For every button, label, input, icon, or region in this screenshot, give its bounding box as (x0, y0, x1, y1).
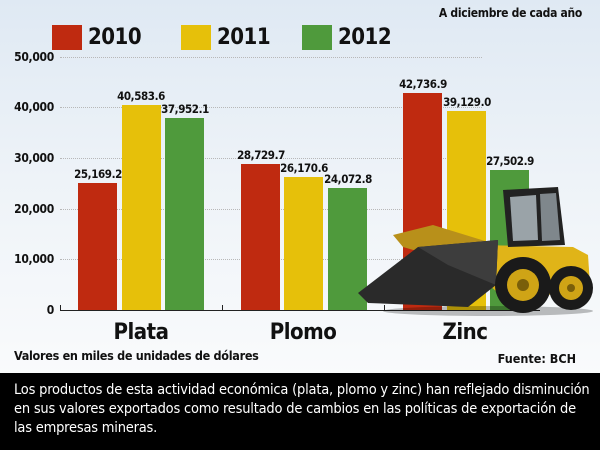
x-axis-line (60, 310, 540, 311)
x-axis-tick (222, 305, 223, 310)
bar-plata-2010 (78, 183, 117, 310)
legend-label: 2010 (88, 24, 142, 50)
source-label: Fuente: BCH (497, 351, 576, 366)
explanatory-note: Los productos de esta actividad económic… (0, 373, 600, 450)
legend-label: 2011 (217, 24, 271, 50)
category-label-plata: Plata (113, 320, 169, 345)
legend-item-2011: 2011 (181, 24, 271, 50)
bar-plomo-2012 (328, 188, 367, 310)
value-label: 37,952.1 (161, 102, 209, 116)
bar-plomo-2011 (284, 177, 323, 310)
value-label: 40,583.6 (117, 89, 165, 103)
bar-plata-2012 (165, 118, 204, 310)
y-tick-label: 30,000 (14, 151, 54, 165)
bar-plomo-2010 (241, 164, 280, 310)
value-label: 28,729.7 (237, 148, 285, 162)
gridline (60, 57, 482, 58)
wheel-loader-icon (358, 187, 593, 316)
value-label: 27,502.9 (486, 154, 534, 168)
legend-item-2010: 2010 (52, 24, 142, 50)
units-label: Valores en miles de unidades de dólares (14, 348, 259, 363)
gridline (60, 158, 482, 159)
value-label: 42,736.9 (399, 77, 447, 91)
legend-item-2012: 2012 (302, 24, 392, 50)
value-label: 24,072.8 (324, 172, 372, 186)
category-label-zinc: Zinc (442, 320, 488, 345)
x-axis-tick (384, 305, 385, 310)
gridline (60, 107, 482, 108)
y-tick-label: 0 (46, 303, 55, 317)
chart-subtitle: A diciembre de cada año (438, 6, 582, 20)
y-tick-label: 20,000 (14, 202, 54, 216)
legend-swatch-2010 (52, 24, 82, 50)
x-axis-tick (60, 305, 61, 310)
y-tick-label: 10,000 (14, 252, 54, 266)
legend-swatch-2011 (181, 24, 211, 50)
y-tick-label: 40,000 (14, 100, 54, 114)
value-label: 26,170.6 (280, 161, 328, 175)
value-label: 25,169.2 (74, 167, 122, 181)
y-tick-label: 50,000 (14, 50, 54, 64)
category-label-plomo: Plomo (269, 320, 337, 345)
legend-label: 2012 (338, 24, 392, 50)
legend-swatch-2012 (302, 24, 332, 50)
value-label: 39,129.0 (443, 95, 491, 109)
bar-plata-2011 (122, 105, 161, 310)
